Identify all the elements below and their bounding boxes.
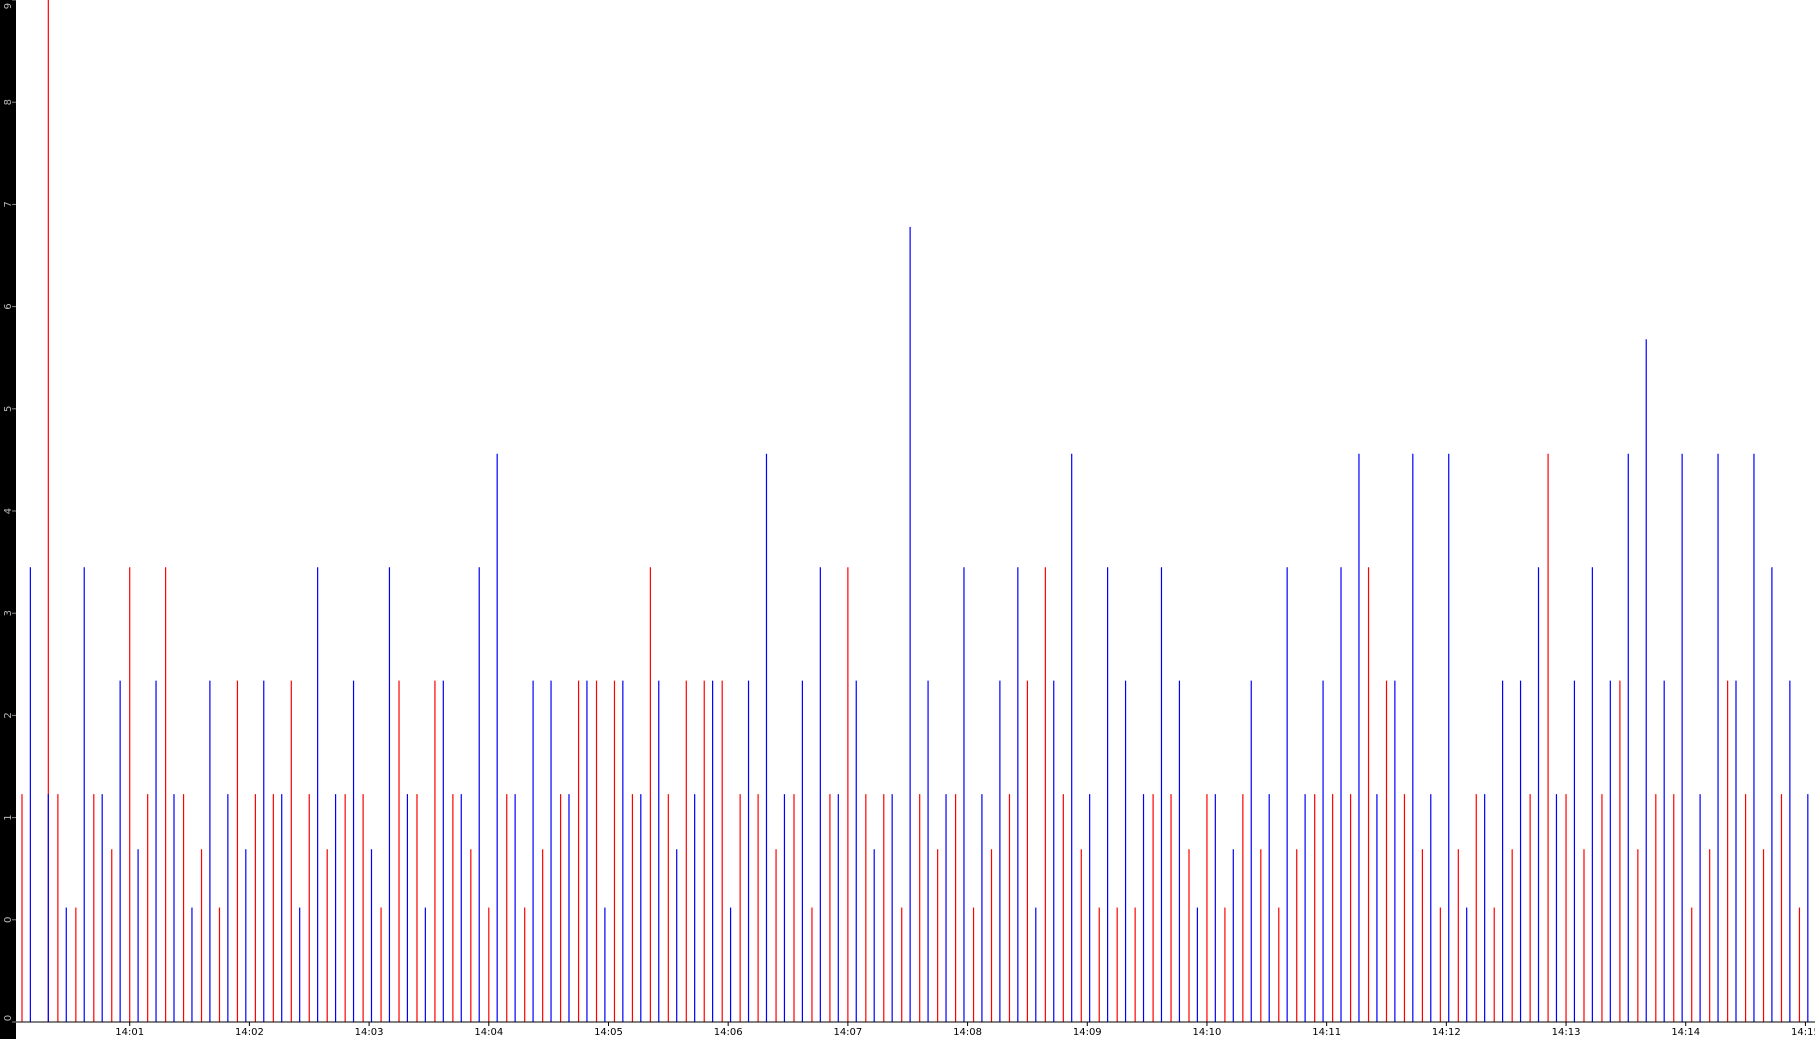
y-tick-label: 0 xyxy=(3,917,14,923)
x-tick-label: 14:12 xyxy=(1432,1027,1461,1038)
x-tick-label: 14:02 xyxy=(235,1027,264,1038)
x-tick-label: 14:09 xyxy=(1073,1027,1102,1038)
x-tick-label: 14:08 xyxy=(953,1027,982,1038)
y-tick-label: 0 xyxy=(3,1015,14,1021)
y-tick-label: 1 xyxy=(3,814,14,820)
x-tick-label: 14:14 xyxy=(1671,1027,1700,1038)
x-tick-label: 14:01 xyxy=(115,1027,144,1038)
x-tick-label: 14:07 xyxy=(833,1027,862,1038)
y-tick-label: 3 xyxy=(3,610,14,616)
y-tick-label: 6 xyxy=(3,303,14,309)
x-tick-label: 14:03 xyxy=(355,1027,384,1038)
y-axis-strip xyxy=(0,0,16,1039)
x-tick-label: 14:06 xyxy=(714,1027,743,1038)
y-tick-label: 5 xyxy=(3,406,14,412)
y-tick-label: 4 xyxy=(3,508,14,514)
x-tick-label: 14:04 xyxy=(474,1027,503,1038)
x-tick-label: 14:13 xyxy=(1552,1027,1581,1038)
y-tick-label: 2 xyxy=(3,712,14,718)
y-tick-label: 9 xyxy=(3,3,14,9)
x-tick-label: 14:05 xyxy=(594,1027,623,1038)
x-tick-label: 14:10 xyxy=(1193,1027,1222,1038)
x-tick-label: 14:11 xyxy=(1312,1027,1341,1038)
y-tick-label: 7 xyxy=(3,201,14,207)
y-tick-label: 8 xyxy=(3,99,14,105)
x-tick-label: 14:15 xyxy=(1791,1027,1815,1038)
